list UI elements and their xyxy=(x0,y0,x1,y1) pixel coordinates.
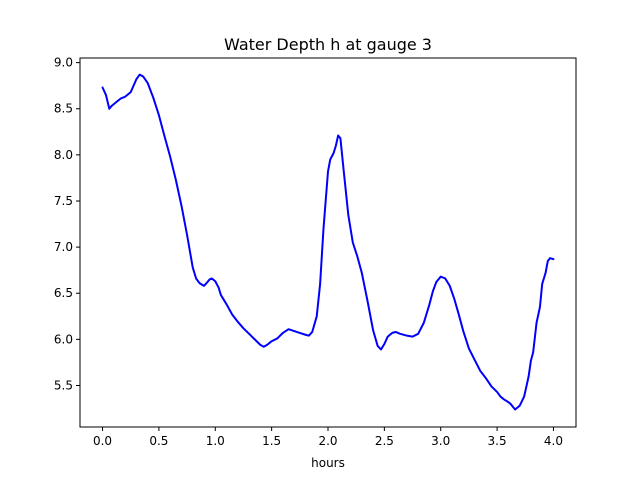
x-tick-label: 0.0 xyxy=(93,434,112,448)
x-tick-label: 4.0 xyxy=(544,434,563,448)
x-tick-label: 0.5 xyxy=(149,434,168,448)
x-axis-label: hours xyxy=(311,456,345,470)
y-tick-label: 7.5 xyxy=(54,194,73,208)
x-tick-label: 1.0 xyxy=(206,434,225,448)
chart-title: Water Depth h at gauge 3 xyxy=(224,35,432,54)
y-tick-label: 6.0 xyxy=(54,332,73,346)
y-tick-label: 8.5 xyxy=(54,102,73,116)
y-tick-label: 6.5 xyxy=(54,286,73,300)
y-tick-label: 9.0 xyxy=(54,56,73,70)
x-tick-label: 2.0 xyxy=(318,434,337,448)
x-tick-label: 1.5 xyxy=(262,434,281,448)
series-line xyxy=(101,73,555,411)
y-axis: 5.5 6.0 6.5 7.0 7.5 8.0 8.5 9.0 xyxy=(54,56,80,392)
plot-frame xyxy=(79,57,577,428)
y-tick-label: 8.0 xyxy=(54,148,73,162)
y-tick-label: 7.0 xyxy=(54,240,73,254)
x-tick-label: 2.5 xyxy=(375,434,394,448)
x-tick-label: 3.0 xyxy=(431,434,450,448)
plot-area xyxy=(79,57,577,428)
y-tick-label: 5.5 xyxy=(54,378,73,392)
x-tick-label: 3.5 xyxy=(488,434,507,448)
x-axis: 0.0 0.5 1.0 1.5 2.0 2.5 3.0 3.5 4.0 xyxy=(93,427,563,448)
